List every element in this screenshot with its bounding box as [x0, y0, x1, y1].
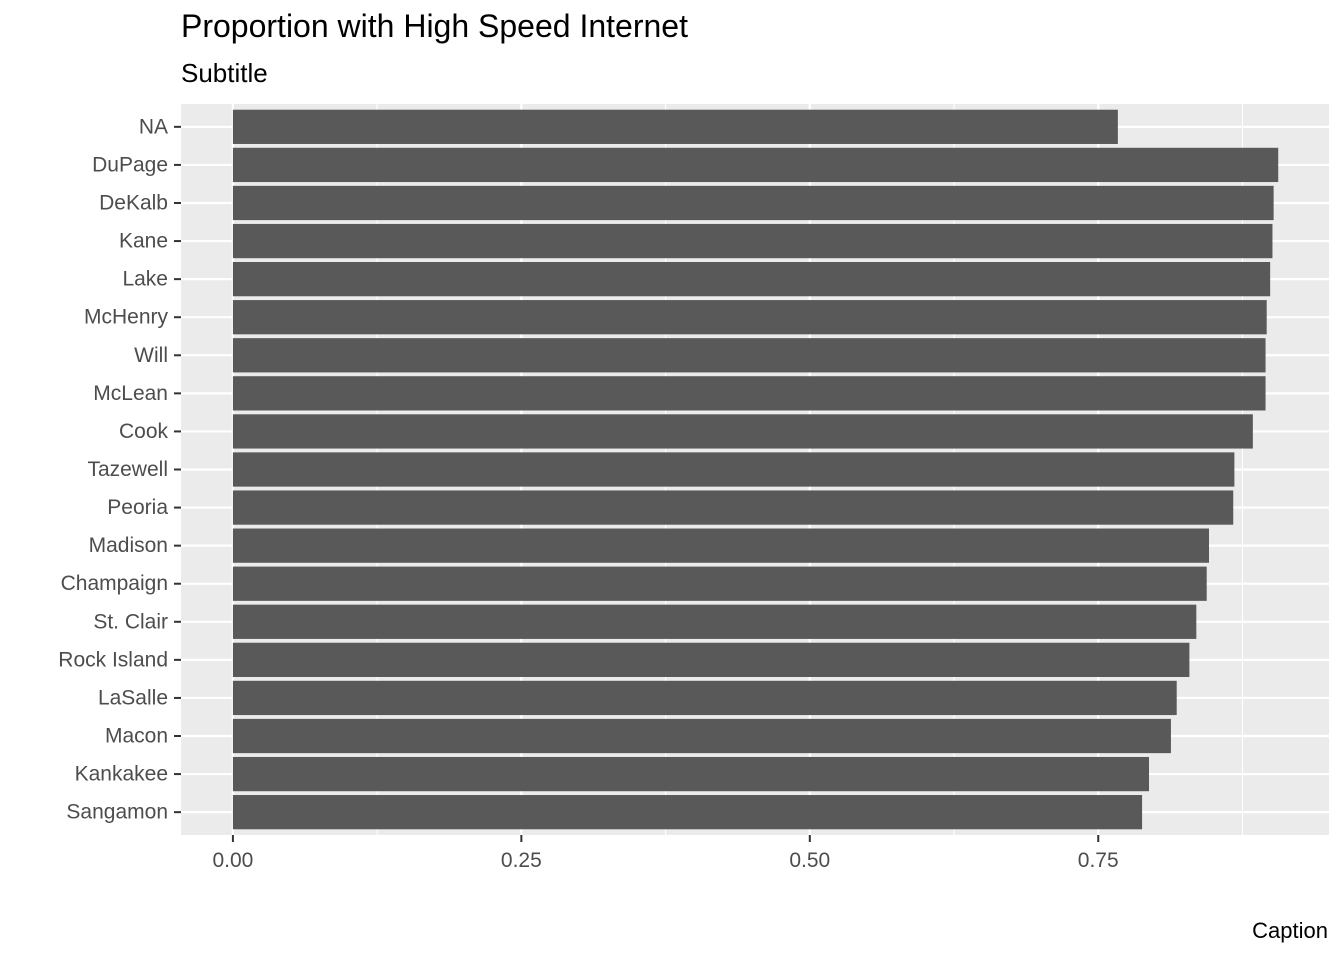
y-tick-label: Kankakee	[75, 763, 168, 786]
x-tick-label: 0.00	[212, 849, 253, 872]
bar-mclean	[232, 376, 1266, 411]
y-tick-label: McLean	[93, 382, 168, 405]
bar-macon	[232, 718, 1171, 754]
y-tick-label: Will	[134, 344, 168, 367]
y-tick-label: DuPage	[92, 153, 168, 176]
y-tick-label: Cook	[119, 420, 169, 443]
bar-lasalle	[232, 680, 1177, 716]
y-tick-label: DeKalb	[99, 191, 168, 214]
bar-mchenry	[232, 300, 1267, 335]
bar-kankakee	[232, 756, 1150, 792]
bar-peoria	[232, 490, 1234, 525]
y-tick-label: Madison	[89, 534, 168, 557]
y-tick-label: Macon	[105, 725, 168, 748]
x-axis: 0.00 0.25 0.50 0.75	[212, 835, 1119, 872]
y-tick-label: NA	[139, 115, 168, 138]
y-tick-label: McHenry	[84, 306, 169, 329]
y-tick-label: Kane	[119, 230, 168, 253]
y-tick-label: Rock Island	[58, 648, 168, 671]
x-tick-label: 0.25	[501, 849, 542, 872]
y-tick-label: LaSalle	[98, 686, 168, 709]
bar-tazewell	[232, 452, 1235, 487]
chart-caption: Caption	[1252, 918, 1328, 943]
bar-na	[232, 109, 1118, 144]
bar-rock-island	[232, 642, 1190, 677]
bars	[232, 109, 1279, 830]
y-tick-label: Peoria	[107, 496, 168, 519]
bar-lake	[232, 262, 1271, 297]
bar-st-clair	[232, 604, 1197, 639]
y-tick-label: Champaign	[61, 572, 168, 595]
x-tick-label: 0.50	[789, 849, 830, 872]
x-tick-label: 0.75	[1078, 849, 1119, 872]
bar-kane	[232, 223, 1273, 259]
y-tick-label: Lake	[122, 268, 168, 291]
y-tick-label: Tazewell	[87, 458, 168, 481]
bar-champaign	[232, 566, 1207, 601]
y-axis: NA DuPage DeKalb Kane Lake McHenry Will McLean C…	[58, 115, 181, 824]
bar-dupage	[232, 147, 1279, 183]
y-tick-label: St. Clair	[93, 610, 168, 633]
bar-dekalb	[232, 185, 1274, 221]
chart-title: Proportion with High Speed Internet	[181, 8, 688, 44]
y-tick-label: Sangamon	[66, 801, 168, 824]
bar-madison	[232, 528, 1210, 563]
bar-sangamon	[232, 795, 1143, 830]
bar-cook	[232, 414, 1253, 449]
bar-will	[232, 338, 1266, 373]
chart-subtitle: Subtitle	[181, 58, 268, 88]
